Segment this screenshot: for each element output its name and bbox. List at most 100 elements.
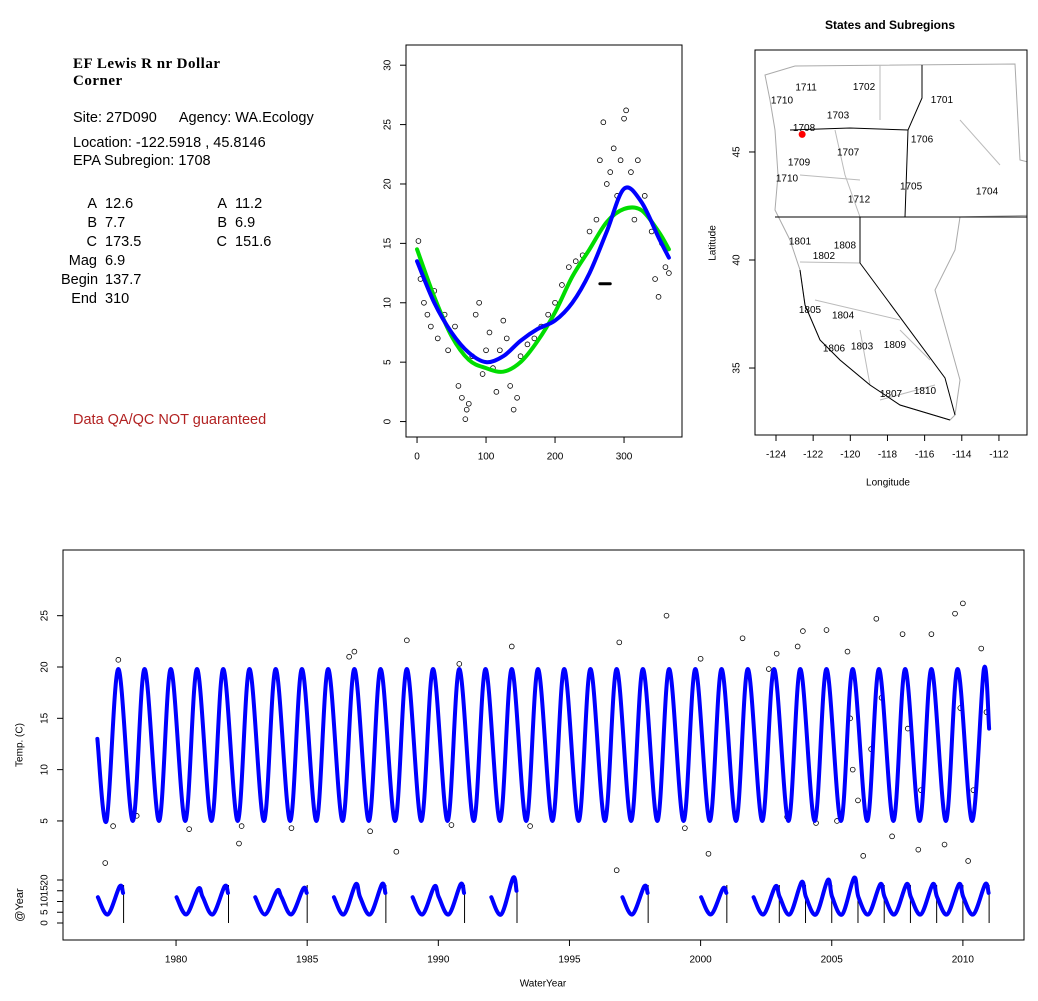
data-point: [652, 276, 658, 282]
x-tick-label: -118: [878, 450, 898, 461]
data-point: [739, 635, 746, 642]
y-tick-label: 20: [40, 874, 51, 886]
y-tick-label: 30: [383, 59, 394, 71]
y-tick-label: 25: [40, 610, 51, 622]
data-point: [844, 648, 851, 655]
data-point: [607, 169, 614, 175]
spacer: [235, 252, 295, 271]
data-point: [899, 631, 906, 637]
data-point: [552, 299, 558, 306]
data-point: [367, 828, 373, 835]
data-point: [617, 157, 624, 164]
param-name: A: [217, 196, 227, 212]
data-point: [424, 311, 431, 318]
param-name: End: [71, 291, 97, 307]
data-point: [655, 294, 662, 300]
region-label: 1702: [853, 82, 876, 93]
y-tick-label: 0: [40, 920, 51, 926]
data-point: [616, 639, 623, 646]
agency: Agency: WA.Ecology: [178, 110, 314, 126]
data-point: [641, 193, 648, 199]
param-name: C: [216, 234, 227, 250]
y-axis-label: Latitude: [708, 225, 719, 261]
y-tick-label: 20: [383, 178, 394, 190]
site-line: Site: 27D090 Agency: WA.Ecology: [73, 110, 373, 126]
region-label: 1704: [976, 187, 999, 198]
data-point: [952, 610, 958, 617]
param-name: B: [87, 215, 97, 231]
data-point: [635, 157, 641, 164]
data-point: [765, 666, 772, 672]
region-label: 1705: [900, 182, 923, 193]
y-tick-label: 20: [40, 661, 51, 673]
data-point: [493, 389, 500, 395]
data-point: [928, 631, 935, 637]
data-point: [600, 119, 607, 126]
data-point: [346, 653, 352, 660]
x-tick-label: -114: [952, 450, 972, 461]
map-outline: [764, 63, 1027, 421]
param-name: Mag: [68, 253, 97, 269]
data-point: [102, 860, 109, 866]
region-label: 1802: [813, 251, 836, 262]
data-point: [472, 311, 479, 318]
data-point: [465, 400, 472, 407]
y-tick-label: 15: [40, 885, 51, 897]
data-point: [794, 643, 801, 650]
data-point: [507, 383, 513, 389]
x-axis-label: Longitude: [866, 478, 910, 489]
data-point: [623, 107, 629, 114]
site-title: EF Lewis R nr Dollar Corner: [73, 56, 221, 89]
data-point: [823, 627, 830, 633]
data-point: [393, 848, 400, 855]
data-point: [545, 311, 551, 318]
y-tick-label: 45: [732, 146, 743, 158]
x-tick-label: -124: [766, 450, 786, 461]
region-label: 1709: [788, 158, 811, 169]
y-tick-label: 25: [383, 119, 394, 131]
map-title: States and Subregions: [825, 18, 955, 32]
region-label: 1708: [793, 123, 816, 134]
x-tick-label: -112: [989, 450, 1009, 461]
region-label: 1801: [789, 237, 812, 248]
data-point: [978, 645, 985, 652]
disclaimer: Data QA/QC NOT guaranteed: [73, 412, 267, 428]
data-point: [517, 353, 524, 360]
data-point: [527, 823, 533, 829]
data-point: [697, 655, 704, 662]
data-point: [559, 282, 565, 288]
data-point: [960, 600, 966, 607]
data-point: [621, 115, 627, 122]
site-id: Site: 27D090: [73, 110, 157, 126]
y-tick-label: 5: [40, 818, 51, 824]
spacer: [185, 271, 235, 290]
data-point: [448, 822, 455, 828]
data-point: [610, 145, 617, 152]
param-value: 11.2: [235, 196, 263, 212]
location: Location: -122.5918 , 45.8146: [73, 135, 266, 151]
data-point: [682, 825, 688, 831]
param-value: 137.7: [105, 272, 142, 288]
data-point: [351, 648, 358, 655]
data-point: [434, 335, 441, 342]
region-label: 1806: [823, 344, 846, 355]
data-point: [510, 406, 517, 413]
data-point: [531, 335, 538, 342]
x-tick-label: 1990: [427, 955, 450, 966]
data-point: [524, 341, 531, 348]
param-name: B: [217, 215, 227, 231]
region-label: 1808: [834, 241, 857, 252]
region-label: 1710: [771, 96, 794, 107]
data-point: [428, 323, 434, 330]
data-point: [889, 833, 895, 840]
data-point: [463, 406, 470, 413]
y-tick-label: 15: [40, 712, 51, 724]
data-point: [238, 823, 245, 829]
spacer: [185, 252, 235, 271]
data-point: [613, 867, 620, 874]
spacer: [235, 290, 295, 309]
data-point: [508, 643, 515, 650]
data-point: [566, 264, 572, 270]
